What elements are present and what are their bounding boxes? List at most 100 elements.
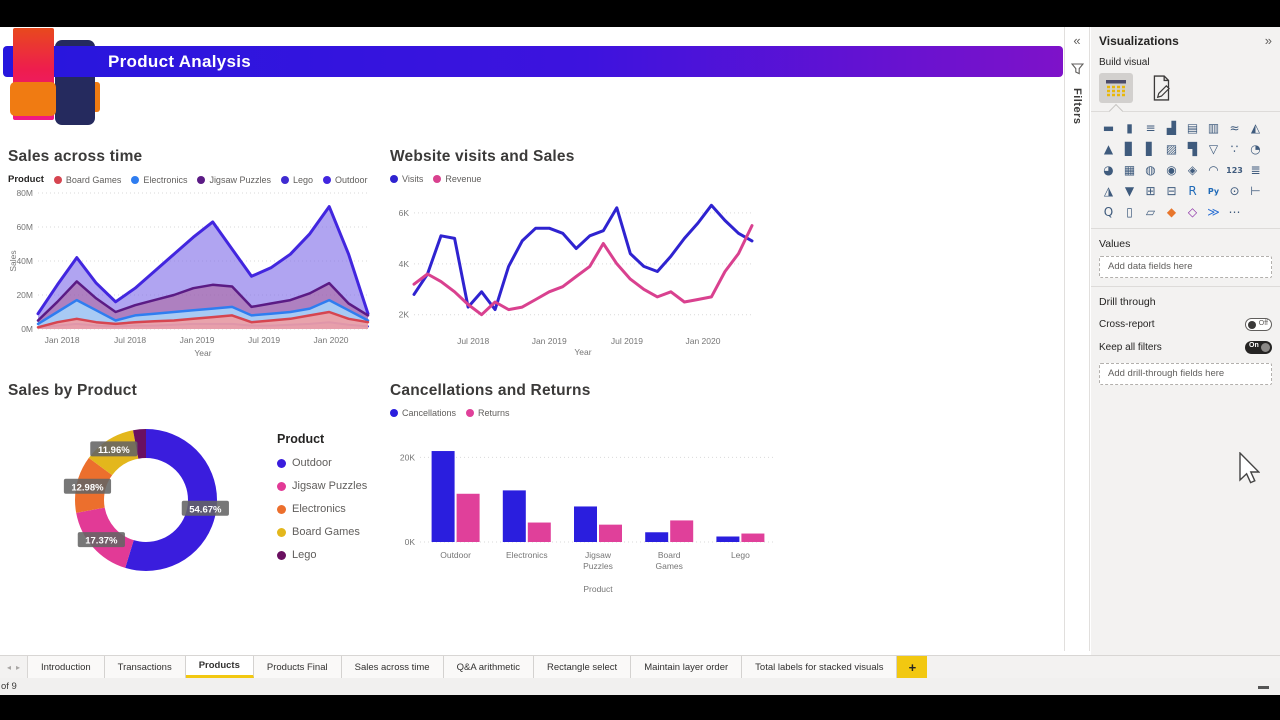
legend-item[interactable]: Returns [466, 408, 510, 418]
expand-filters-icon[interactable]: « [1073, 33, 1081, 48]
chart-title: Sales across time [8, 148, 143, 165]
page-tab-rectangle-select[interactable]: Rectangle select [533, 656, 632, 678]
map-icon[interactable]: ◍ [1145, 163, 1156, 177]
key-influencers-icon[interactable]: ⊙ [1229, 184, 1240, 198]
100-stacked-bar-chart-icon[interactable]: ▤ [1186, 121, 1199, 135]
line-chart[interactable]: 2K 4K 6K Jul 2018 Jan 2019 Jul 2019 Jan 2020 Ye… [390, 184, 762, 359]
filters-rail-label[interactable]: Filters [1071, 88, 1083, 125]
matrix-icon[interactable]: ⊟ [1166, 184, 1177, 198]
build-visual-selected-icon[interactable] [1099, 73, 1133, 103]
format-pencil-icon[interactable] [1151, 75, 1173, 104]
svg-text:2K: 2K [399, 310, 410, 320]
legend-item[interactable]: Lego [280, 175, 313, 185]
filter-funnel-icon[interactable] [1065, 62, 1089, 80]
q-and-a-icon[interactable]: Q [1103, 205, 1114, 219]
power-automate-icon[interactable]: ◇ [1187, 205, 1198, 219]
legend-item[interactable]: Jigsaw Puzzles [197, 175, 271, 185]
python-visual-icon[interactable]: Py [1207, 187, 1220, 196]
scatter-chart-icon[interactable]: ∵ [1230, 142, 1239, 156]
legend-item[interactable]: Board Games [53, 175, 121, 185]
legend-item[interactable]: Jigsaw Puzzles [277, 480, 367, 492]
metrics-icon[interactable]: ≫ [1207, 205, 1220, 219]
prev-page-icon[interactable]: ◂ [6, 662, 11, 672]
sales-across-time-visual[interactable]: Sales across time Product Board Games Elec… [8, 148, 380, 365]
multi-row-card-icon[interactable]: ≣ [1250, 163, 1261, 177]
sales-by-product-visual[interactable]: Sales by Product 54.67% 17.37% 12.98% 11.96… [8, 382, 380, 627]
pie-chart-icon[interactable]: ◔ [1250, 142, 1261, 156]
kpi-icon[interactable]: ◮ [1103, 184, 1114, 198]
collapse-pane-icon[interactable]: » [1264, 33, 1272, 48]
filters-rail: « Filters [1064, 27, 1090, 651]
next-page-icon[interactable]: ▸ [16, 662, 21, 672]
waterfall-chart-icon[interactable]: ▜ [1187, 142, 1198, 156]
legend-title: Product [8, 174, 44, 185]
legend-item[interactable]: Electronics [131, 175, 187, 185]
page-tab-products-final[interactable]: Products Final [253, 656, 342, 678]
area-chart-icon[interactable]: ◭ [1250, 121, 1261, 135]
clustered-column-chart-icon[interactable]: ▟ [1166, 121, 1177, 135]
funnel-chart-icon[interactable]: ▽ [1208, 142, 1219, 156]
100-stacked-column-chart-icon[interactable]: ▥ [1207, 121, 1220, 135]
shape-map-icon[interactable]: ◈ [1187, 163, 1198, 177]
website-visits-visual[interactable]: Website visits and Sales Visits Revenue 2… [390, 148, 772, 364]
bar-chart[interactable]: 0K 20K Outdoor Electronics Jigsaw Puzzles Boar… [390, 418, 792, 614]
r-script-visual-icon[interactable]: R [1188, 184, 1197, 198]
chart-title: Cancellations and Returns [390, 382, 591, 399]
page-tab-introduction[interactable]: Introduction [28, 656, 105, 678]
clustered-bar-chart-icon[interactable]: ≡ [1145, 121, 1156, 135]
chart-title: Sales by Product [8, 382, 137, 399]
gauge-icon[interactable]: ◠ [1208, 163, 1219, 177]
cross-report-toggle[interactable]: Off [1245, 318, 1272, 331]
report-title-banner[interactable]: Product Analysis [3, 46, 1063, 77]
power-apps-icon[interactable]: ▱ [1145, 205, 1156, 219]
legend-item[interactable]: Board Games [277, 526, 360, 538]
legend-item[interactable]: Visits [390, 174, 423, 184]
card-icon[interactable]: 123 [1226, 166, 1243, 175]
decomposition-tree-icon[interactable]: ⊢ [1250, 184, 1261, 198]
values-section-label: Values [1099, 238, 1131, 250]
keep-all-filters-toggle[interactable]: On [1245, 341, 1272, 354]
new-page-button[interactable]: + [897, 656, 928, 678]
svg-text:Jul 2019: Jul 2019 [611, 336, 643, 346]
stacked-column-chart-icon[interactable]: ▮ [1126, 121, 1133, 135]
page-tab-sales-across-time[interactable]: Sales across time [341, 656, 444, 678]
legend-item[interactable]: Cancellations [390, 408, 456, 418]
zoom-slider-dash[interactable] [1258, 686, 1269, 689]
page-tab-bar: ◂ ▸ Introduction Transactions Products Prod… [0, 655, 1280, 678]
get-more-visuals-icon[interactable]: ⋯ [1228, 205, 1241, 219]
stacked-area-chart-icon[interactable]: ▲ [1103, 142, 1114, 156]
page-tab-total-labels-for-stacked-visuals[interactable]: Total labels for stacked visuals [742, 656, 898, 678]
line-chart-icon[interactable]: ≈ [1229, 121, 1240, 135]
line-and-stacked-column-chart-icon[interactable]: ▊ [1124, 142, 1135, 156]
drill-through-field-well[interactable]: Add drill-through fields here [1099, 363, 1272, 385]
svg-text:Jan 2018: Jan 2018 [45, 335, 80, 345]
line-and-clustered-column-chart-icon[interactable]: ▋ [1145, 142, 1156, 156]
treemap-icon[interactable]: ▦ [1123, 163, 1136, 177]
area-chart[interactable]: 0M 20M 40M 60M 80M Jan 2018 Jul 2018 Jan 2019 Ju… [8, 185, 374, 360]
legend-item[interactable]: Electronics [277, 503, 346, 515]
page-tab-maintain-layer-order[interactable]: Maintain layer order [631, 656, 743, 678]
arcgis-map-icon[interactable]: ◆ [1166, 205, 1177, 219]
page-tab-transactions[interactable]: Transactions [104, 656, 186, 678]
table-icon[interactable]: ⊞ [1145, 184, 1156, 198]
cancellations-returns-visual[interactable]: Cancellations and Returns Cancellations R… [390, 382, 802, 619]
chart-title: Website visits and Sales [390, 148, 575, 165]
donut-chart-icon[interactable]: ◕ [1103, 163, 1114, 177]
legend-item[interactable]: Outdoor [277, 457, 332, 469]
donut-chart[interactable]: 54.67% 17.37% 12.98% 11.96% [8, 414, 276, 590]
page-tab-q-a-arithmetic[interactable]: Q&A arithmetic [443, 656, 534, 678]
stacked-bar-chart-icon[interactable]: ▬ [1102, 121, 1115, 135]
legend-item[interactable]: Lego [277, 549, 316, 561]
values-field-well[interactable]: Add data fields here [1099, 256, 1272, 278]
filled-map-icon[interactable]: ◉ [1166, 163, 1177, 177]
svg-text:60M: 60M [16, 222, 33, 232]
page-tab-products[interactable]: Products [185, 656, 254, 678]
svg-text:Electronics: Electronics [506, 550, 548, 560]
ribbon-chart-icon[interactable]: ▨ [1165, 142, 1178, 156]
legend-item[interactable]: Revenue [433, 174, 481, 184]
legend-item[interactable]: Outdoor [323, 175, 368, 185]
slicer-icon[interactable]: ▼ [1124, 184, 1135, 198]
report-canvas[interactable]: Product Analysis Sales across time Produ… [0, 27, 1064, 655]
paginated-report-icon[interactable]: ▯ [1126, 205, 1133, 219]
build-visual-label: Build visual [1099, 57, 1150, 68]
